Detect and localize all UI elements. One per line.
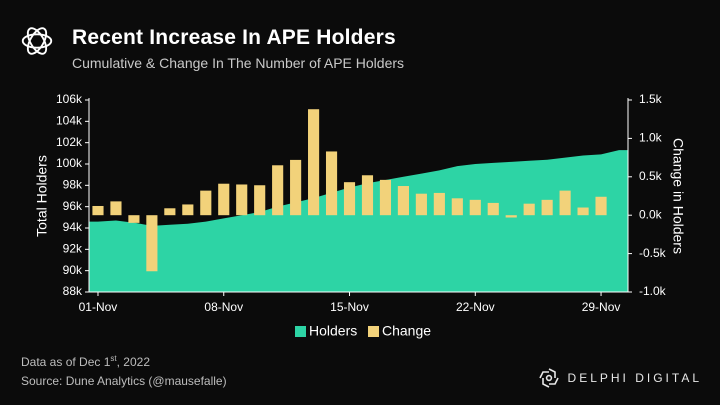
brand: DELPHI DIGITAL [538,367,702,389]
x-tick-label: 08-Nov [204,300,243,314]
legend-swatch-holders [295,326,306,337]
change-bar [505,215,517,218]
left-tick-label: 92k [63,242,83,256]
change-bar [128,215,140,223]
change-bar [182,204,194,216]
left-tick-label: 106k [56,92,83,106]
right-tick-label: 0.0k [639,207,663,221]
left-tick-label: 104k [56,114,83,128]
right-tick-label: -0.5k [639,246,667,260]
left-tick-label: 90k [63,263,83,277]
x-tick-label: 22-Nov [456,300,495,314]
right-tick-label: -1.0k [639,284,667,298]
right-tick-label: 1.0k [639,131,663,145]
chart-title: Recent Increase In APE Holders [72,26,396,49]
change-bar [290,159,302,216]
change-bar [92,205,104,216]
change-bar [397,186,409,216]
chart-subtitle: Cumulative & Change In The Number of APE… [72,55,405,71]
legend-label-change: Change [382,323,431,339]
right-tick-label: 1.5k [639,92,663,106]
x-tick-label: 29-Nov [582,300,621,314]
change-bar [379,179,392,216]
y-right-label: Change in Holders [670,138,686,254]
change-bar [308,109,320,216]
footer: Data as of Dec 1st, 2022 Source: Dune An… [21,349,227,391]
source-note: Source: Dune Analytics (@mausefalle) [21,374,227,388]
left-tick-label: 88k [63,284,83,298]
left-tick-label: 100k [56,156,83,170]
holders-area [89,150,628,292]
legend-swatch-change [368,326,379,337]
x-tick-label: 01-Nov [79,300,118,314]
change-bar [595,196,607,216]
delphi-logo-icon [538,368,559,388]
left-tick-label: 98k [63,178,83,192]
change-bar [433,192,445,216]
left-tick-label: 96k [63,199,83,213]
change-bar [343,182,356,216]
change-bar [469,199,481,216]
right-tick-label: 0.5k [639,169,663,183]
y-left-label: Total Holders [34,155,50,237]
left-tick-label: 94k [63,220,83,234]
left-tick-label: 102k [56,135,83,149]
change-bar [200,190,212,216]
change-bar [559,190,571,216]
change-bar [451,198,463,216]
change-bar [415,193,427,216]
change-bar [541,199,553,216]
data-as-of: Data as of Dec 1st, 2022 [21,354,150,369]
logo-icon [21,27,53,55]
change-bar [254,185,266,216]
change-bar [110,201,122,216]
x-tick-label: 15-Nov [330,300,369,314]
change-bar [325,151,338,216]
change-bar [272,165,284,216]
change-bar [361,175,374,216]
brand-name: DELPHI DIGITAL [567,371,702,385]
change-bar [218,183,230,216]
change-bar [487,202,499,216]
change-bar [236,184,248,216]
change-bar [146,215,158,272]
change-bar [164,208,176,216]
legend-label-holders: Holders [309,323,357,339]
change-bar [577,207,589,216]
change-bar [523,203,535,216]
